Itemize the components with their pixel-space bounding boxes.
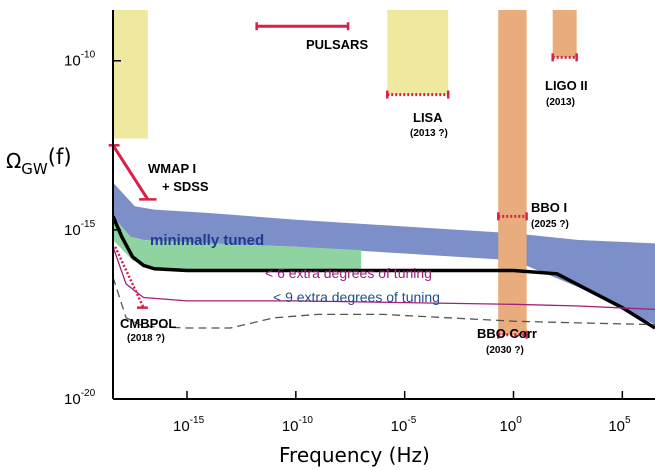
y-tick-label-2: 10-20	[64, 388, 96, 408]
x-tick-base-0: 10	[173, 418, 190, 435]
bbo-i-year: (2025 ?)	[531, 219, 569, 230]
y-tick-base-1: 10	[64, 222, 81, 239]
x-tick-base-2: 10	[391, 418, 408, 435]
bbo-corr-year: (2030 ?)	[486, 345, 524, 356]
x-tick-exp-0: -15	[190, 415, 205, 426]
x-tick-exp-2: -5	[407, 415, 416, 426]
x-tick-base-1: 10	[282, 418, 299, 435]
axes-frame	[112, 10, 655, 400]
x-tick-exp-4: 5	[625, 415, 631, 426]
ligo-label: LIGO II	[545, 78, 588, 93]
black-curve	[113, 215, 655, 330]
x-tick-exp-3: 0	[516, 415, 522, 426]
lisa-label: LISA	[413, 110, 443, 125]
y-tick-exp-0: -10	[81, 50, 96, 61]
detector-band-4	[113, 10, 148, 139]
cmbpol-year: (2018 ?)	[127, 333, 165, 344]
x-tick-base-3: 10	[500, 418, 517, 435]
tuning-6-label: < 6 extra degrees of tuning	[265, 265, 432, 281]
y-tick-exp-1: -15	[81, 219, 96, 230]
detector-band-0	[387, 10, 449, 95]
tuning-9-label: < 9 extra degrees of tuning	[273, 289, 440, 305]
blue-band	[113, 182, 655, 325]
cmbpol-mark	[114, 246, 145, 309]
wmap-mark	[111, 144, 150, 201]
bbo-corr-band	[498, 216, 527, 335]
x-tick-label-1: 10-10	[282, 415, 314, 435]
x-axis-title: Frequency (Hz)	[279, 443, 430, 467]
green-band	[113, 216, 362, 271]
y-tick-base-2: 10	[64, 391, 81, 408]
minimally-tuned-label: minimally tuned	[150, 232, 264, 249]
y-axis-tail: (f)	[48, 145, 72, 169]
x-tick-label-0: 10-15	[173, 415, 205, 435]
sdss-label: + SDSS	[162, 179, 209, 194]
pulsars-label: PULSARS	[306, 37, 368, 52]
y-tick-base-0: 10	[64, 53, 81, 70]
bbo-corr-label: BBO Corr	[477, 326, 537, 341]
x-tick-base-4: 10	[608, 418, 625, 435]
lisa-year: (2013 ?)	[410, 128, 448, 139]
bbo-i-label: BBO I	[531, 200, 567, 215]
ligo-year: (2013)	[546, 97, 575, 108]
x-tick-exp-1: -10	[299, 415, 314, 426]
x-tick-label-2: 10-5	[391, 415, 417, 435]
y-tick-exp-2: -20	[81, 388, 96, 399]
dashed-curve	[113, 277, 655, 329]
x-tick-label-4: 105	[608, 415, 631, 435]
detector-band-1	[552, 10, 577, 58]
constraint-marks	[108, 22, 578, 339]
y-axis-title: ΩGW(f)	[6, 145, 72, 178]
x-tick-label-3: 100	[500, 415, 523, 435]
plot-area	[113, 10, 655, 335]
cmbpol-label: CMBPOL	[120, 316, 176, 331]
y-tick-label-0: 10-10	[64, 50, 96, 70]
wmap-label: WMAP I	[148, 161, 196, 176]
y-tick-label-1: 10-15	[64, 219, 96, 239]
y-axis-omega: Ω	[6, 149, 21, 173]
y-axis-sub: GW	[21, 160, 48, 178]
pink-curve	[113, 246, 655, 311]
